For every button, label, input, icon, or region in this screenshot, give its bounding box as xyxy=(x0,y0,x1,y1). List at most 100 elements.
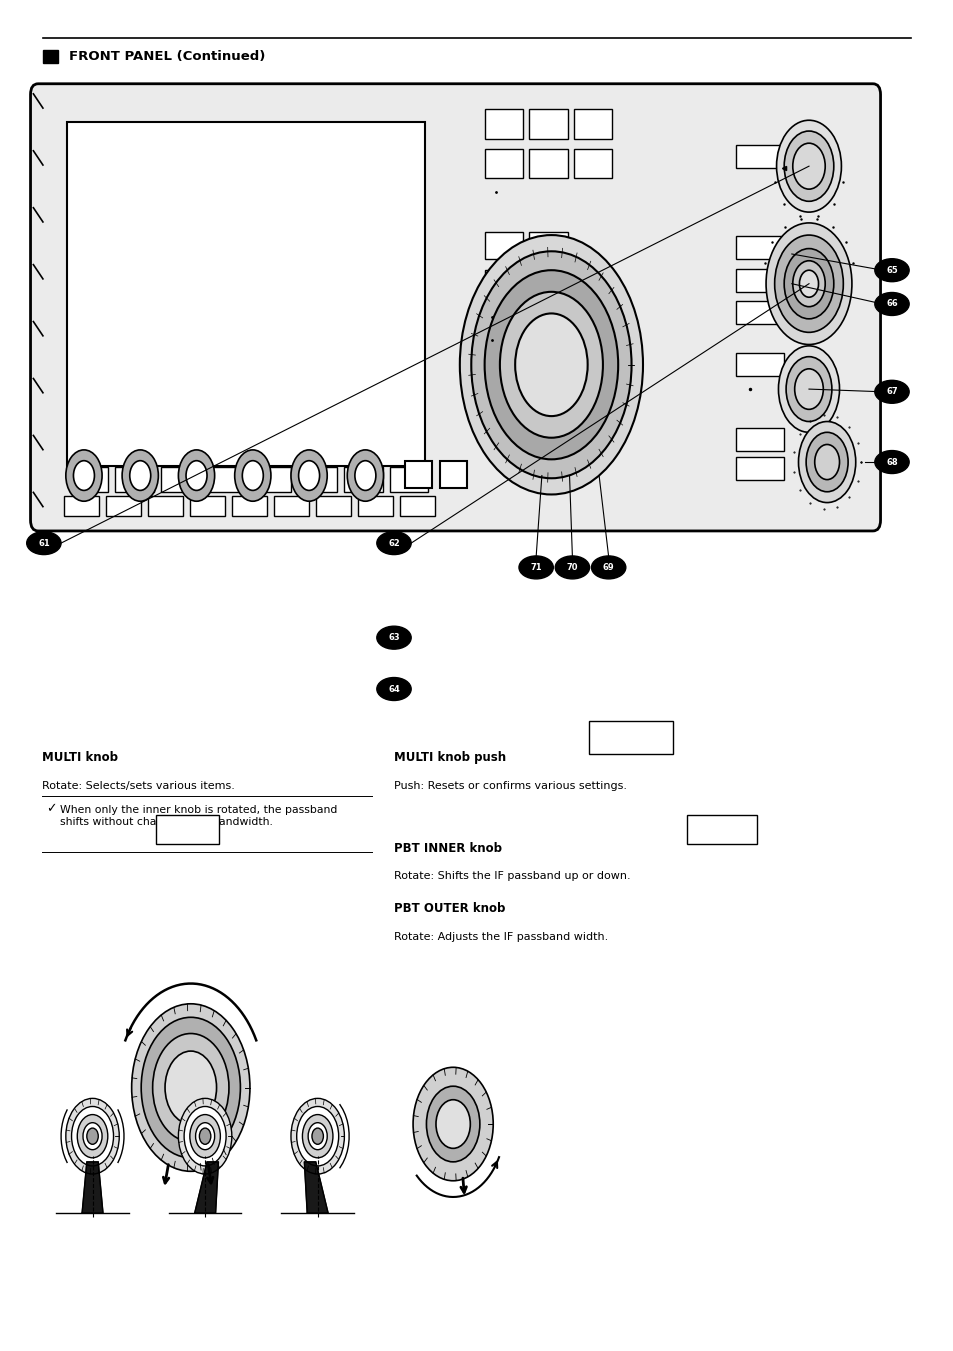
Ellipse shape xyxy=(376,678,411,701)
Text: FRONT PANEL (Continued): FRONT PANEL (Continued) xyxy=(69,50,265,63)
Ellipse shape xyxy=(591,557,625,580)
Circle shape xyxy=(499,292,602,438)
Bar xyxy=(67,122,424,466)
Bar xyxy=(106,496,141,516)
Bar xyxy=(148,496,183,516)
Bar xyxy=(315,496,351,516)
Bar xyxy=(156,815,219,844)
Bar xyxy=(253,467,291,492)
Polygon shape xyxy=(194,1162,218,1213)
Text: MULTI knob push: MULTI knob push xyxy=(394,751,506,765)
Text: 67: 67 xyxy=(885,388,897,396)
Bar xyxy=(161,467,199,492)
Circle shape xyxy=(132,1004,250,1171)
Circle shape xyxy=(347,450,383,501)
Polygon shape xyxy=(304,1162,328,1213)
Circle shape xyxy=(792,143,824,189)
Circle shape xyxy=(459,235,642,494)
Circle shape xyxy=(291,1098,344,1174)
Circle shape xyxy=(298,461,319,490)
Circle shape xyxy=(234,450,271,501)
Bar xyxy=(686,815,757,844)
Text: PBT: PBT xyxy=(712,824,731,835)
Circle shape xyxy=(308,1123,327,1150)
Bar xyxy=(736,301,783,324)
Text: 64: 64 xyxy=(388,685,399,693)
Polygon shape xyxy=(82,1162,103,1213)
Text: 63: 63 xyxy=(388,634,399,642)
Text: Rotate: Shifts the IF passband up or down.: Rotate: Shifts the IF passband up or dow… xyxy=(394,871,630,881)
Text: Rotate: Selects/sets various items.: Rotate: Selects/sets various items. xyxy=(42,781,234,790)
Circle shape xyxy=(792,261,824,307)
Bar xyxy=(43,50,58,63)
Bar xyxy=(736,269,783,292)
Ellipse shape xyxy=(376,532,411,555)
Circle shape xyxy=(794,369,822,409)
Text: 70: 70 xyxy=(566,563,578,571)
Bar xyxy=(115,467,153,492)
Text: MULTI knob: MULTI knob xyxy=(42,751,118,765)
Circle shape xyxy=(312,1128,323,1144)
Circle shape xyxy=(66,1098,119,1174)
Bar xyxy=(736,428,783,451)
Circle shape xyxy=(798,422,855,503)
Bar xyxy=(207,467,245,492)
Bar xyxy=(736,457,783,480)
Circle shape xyxy=(71,1106,113,1166)
Ellipse shape xyxy=(518,557,553,580)
Circle shape xyxy=(242,461,263,490)
Circle shape xyxy=(783,249,833,319)
Circle shape xyxy=(66,450,102,501)
Circle shape xyxy=(296,1106,338,1166)
Circle shape xyxy=(471,251,631,478)
Text: Push: Resets or confirms various settings.: Push: Resets or confirms various setting… xyxy=(394,781,626,790)
Bar xyxy=(736,353,783,376)
Bar xyxy=(390,467,428,492)
Circle shape xyxy=(165,1051,216,1124)
Circle shape xyxy=(783,131,833,201)
Bar xyxy=(190,496,225,516)
Circle shape xyxy=(186,461,207,490)
Circle shape xyxy=(426,1086,479,1162)
Circle shape xyxy=(199,1128,211,1144)
Bar xyxy=(529,232,567,259)
Bar xyxy=(399,496,435,516)
Bar xyxy=(344,467,382,492)
Circle shape xyxy=(73,461,94,490)
Circle shape xyxy=(178,450,214,501)
Bar xyxy=(484,270,522,297)
Text: ✓: ✓ xyxy=(46,802,56,816)
Bar xyxy=(574,109,612,139)
Ellipse shape xyxy=(376,626,411,650)
Circle shape xyxy=(776,120,841,212)
Bar xyxy=(529,149,567,178)
Circle shape xyxy=(413,1067,493,1181)
Circle shape xyxy=(778,346,839,432)
Circle shape xyxy=(774,235,842,332)
Bar xyxy=(232,496,267,516)
Circle shape xyxy=(87,1128,98,1144)
Circle shape xyxy=(141,1017,240,1158)
Bar xyxy=(439,461,466,488)
Text: PBT: PBT xyxy=(178,824,197,835)
Circle shape xyxy=(152,1034,229,1142)
Ellipse shape xyxy=(468,362,504,394)
Text: PBT INNER knob: PBT INNER knob xyxy=(394,842,501,855)
Ellipse shape xyxy=(555,557,589,580)
Text: 66: 66 xyxy=(885,300,897,308)
Text: When only the inner knob is rotated, the passband
shifts without changing the ba: When only the inner knob is rotated, the… xyxy=(60,805,337,827)
Bar xyxy=(529,270,567,297)
Ellipse shape xyxy=(874,292,908,316)
Bar xyxy=(529,308,567,335)
Bar xyxy=(405,461,432,488)
Text: 62: 62 xyxy=(388,539,399,547)
Bar xyxy=(736,145,785,168)
Bar xyxy=(588,721,672,754)
Text: 68: 68 xyxy=(885,458,897,466)
Circle shape xyxy=(799,270,818,297)
Circle shape xyxy=(805,432,847,492)
Bar xyxy=(70,467,108,492)
Text: 71: 71 xyxy=(530,563,541,571)
Circle shape xyxy=(302,1115,333,1158)
Text: 65: 65 xyxy=(885,266,897,274)
